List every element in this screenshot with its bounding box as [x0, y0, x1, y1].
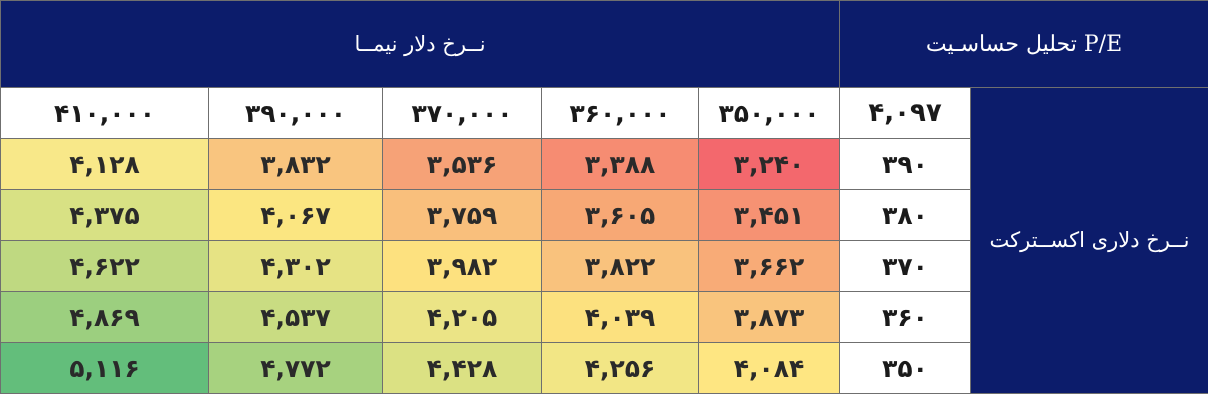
pe-sensitivity-header: تحلیل حساسـیت P/E	[839, 0, 1208, 88]
value-cell: ۴,۲۵۶	[541, 342, 699, 394]
value-cell: ۳,۶۰۵	[541, 189, 699, 241]
nima-rate-cell: ۳۶۰,۰۰۰	[541, 87, 699, 139]
pe-sensitivity-table: نــرخ دلار نیمــا تحلیل حساسـیت P/E ۴۱۰,…	[0, 0, 1208, 394]
extract-rate-cell: ۳۵۰	[839, 342, 972, 394]
value-cell: ۴,۶۲۲	[0, 240, 209, 292]
value-cell: ۳,۸۳۲	[208, 138, 383, 190]
value-cell: ۴,۳۷۵	[0, 189, 209, 241]
base-value-cell: ۴,۰۹۷	[839, 87, 972, 139]
nima-rate-cell: ۳۵۰,۰۰۰	[697, 87, 841, 139]
value-cell: ۴,۳۰۲	[208, 240, 383, 292]
extract-rate-cell: ۳۹۰	[839, 138, 972, 190]
value-cell: ۴,۴۲۸	[382, 342, 542, 394]
value-cell: ۳,۵۳۶	[382, 138, 542, 190]
value-cell: ۴,۷۷۲	[208, 342, 383, 394]
nima-rate-cell: ۴۱۰,۰۰۰	[0, 87, 209, 139]
value-cell: ۴,۰۶۷	[208, 189, 383, 241]
value-cell: ۳,۲۴۰	[697, 138, 841, 190]
value-cell: ۳,۶۶۲	[697, 240, 841, 292]
nima-rate-cell: ۳۷۰,۰۰۰	[382, 87, 542, 139]
value-cell: ۳,۸۷۳	[697, 291, 841, 343]
nima-rate-cell: ۳۹۰,۰۰۰	[208, 87, 383, 139]
value-cell: ۴,۱۲۸	[0, 138, 209, 190]
value-cell: ۴,۵۳۷	[208, 291, 383, 343]
extract-rate-cell: ۳۶۰	[839, 291, 972, 343]
extract-rate-label: نــرخ دلاری اکســترکت	[970, 87, 1208, 394]
value-cell: ۳,۸۲۲	[541, 240, 699, 292]
extract-rate-cell: ۳۷۰	[839, 240, 972, 292]
value-cell: ۳,۷۵۹	[382, 189, 542, 241]
value-cell: ۴,۰۸۴	[697, 342, 841, 394]
value-cell: ۳,۹۸۲	[382, 240, 542, 292]
value-cell: ۴,۸۶۹	[0, 291, 209, 343]
value-cell: ۴,۲۰۵	[382, 291, 542, 343]
value-cell: ۳,۳۸۸	[541, 138, 699, 190]
value-cell: ۵,۱۱۶	[0, 342, 209, 394]
nima-rate-header: نــرخ دلار نیمــا	[0, 0, 841, 88]
extract-rate-cell: ۳۸۰	[839, 189, 972, 241]
value-cell: ۴,۰۳۹	[541, 291, 699, 343]
value-cell: ۳,۴۵۱	[697, 189, 841, 241]
